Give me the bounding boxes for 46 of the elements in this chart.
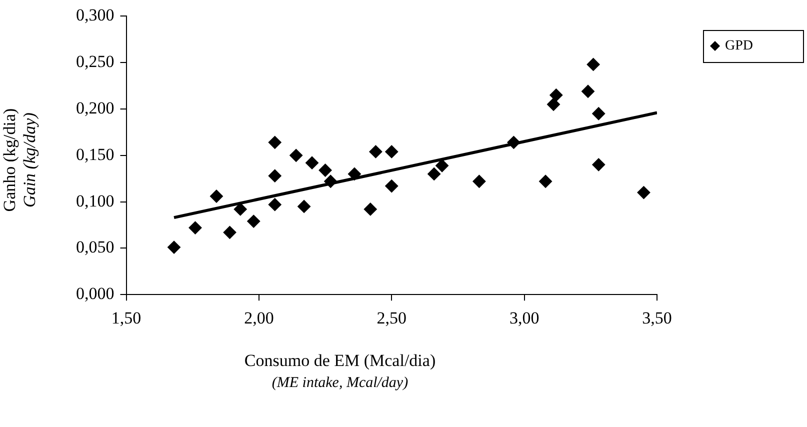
point xyxy=(428,167,441,180)
point xyxy=(268,198,282,212)
x-tick-label: 2,50 xyxy=(376,308,406,328)
point xyxy=(369,145,382,158)
point xyxy=(592,107,606,120)
x-axis-title: Consumo de EM (Mcal/dia) (ME intake, Mcal/day) xyxy=(243,350,437,393)
point xyxy=(592,158,606,172)
x-tick-label: 3,00 xyxy=(509,308,540,328)
x-tick-label: 2,00 xyxy=(244,308,274,328)
point xyxy=(436,159,449,172)
point xyxy=(550,88,563,102)
y-tick-label: 0,100 xyxy=(76,191,114,210)
y-axis-title: Ganho (kg/dia) Gain (kg/day) xyxy=(0,107,40,214)
point xyxy=(547,98,560,111)
point xyxy=(290,148,303,162)
x-tick-label: 3,50 xyxy=(642,308,672,328)
point xyxy=(539,174,552,188)
y-tick-label: 0,300 xyxy=(76,6,114,25)
point xyxy=(364,202,377,216)
y-tick-label: 0,200 xyxy=(76,98,114,118)
point xyxy=(507,136,520,149)
point xyxy=(637,186,650,200)
point xyxy=(348,167,361,180)
point xyxy=(385,180,398,193)
point xyxy=(223,226,236,239)
legend-label: GPD xyxy=(725,38,754,54)
x-tick-label: 1,50 xyxy=(111,308,142,328)
point xyxy=(324,174,338,188)
point xyxy=(268,169,282,182)
point xyxy=(247,214,260,228)
point xyxy=(306,156,319,170)
point xyxy=(168,240,181,254)
point xyxy=(298,200,311,213)
y-tick-label: 0,150 xyxy=(76,144,114,164)
point xyxy=(318,164,332,177)
point xyxy=(472,174,486,188)
y-tick-label: 0,250 xyxy=(76,52,114,72)
point xyxy=(582,84,595,98)
y-tick-label: 0,050 xyxy=(76,238,114,257)
point xyxy=(210,190,223,203)
point xyxy=(385,145,398,158)
point xyxy=(268,136,282,149)
point xyxy=(188,221,202,234)
y-tick-label: 0,000 xyxy=(76,284,114,304)
point xyxy=(586,58,600,71)
point xyxy=(234,202,247,216)
